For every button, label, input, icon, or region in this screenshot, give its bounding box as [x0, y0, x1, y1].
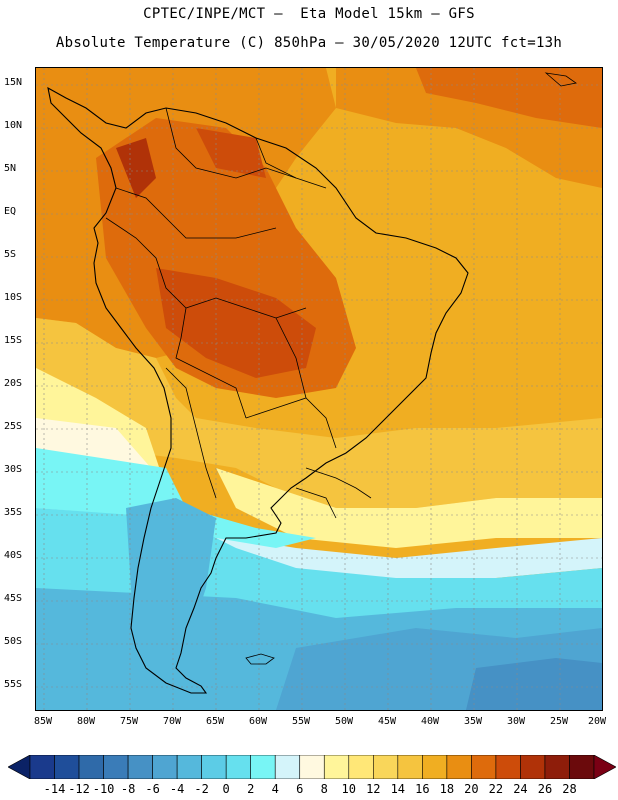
colorbar-tick-label: 2	[247, 782, 255, 796]
colorbar-tick-label: 22	[488, 782, 504, 796]
lat-label: 30S	[4, 464, 23, 475]
lon-label: 85W	[33, 716, 53, 727]
colorbar-tick-label: 24	[513, 782, 528, 796]
south-america-coastline	[47, 86, 469, 694]
falkland-islands	[245, 653, 275, 665]
lat-label: 10S	[4, 292, 23, 303]
colorbar-tick-label: 6	[296, 782, 304, 796]
lon-label: 45W	[377, 716, 397, 727]
lat-label: 40S	[4, 550, 23, 561]
colorbar-tick-label: 4	[271, 782, 279, 796]
colorbar-swatch	[323, 755, 350, 779]
lat-label: 50S	[4, 636, 23, 647]
colorbar-tick-label: 16	[415, 782, 430, 796]
colorbar-swatch	[446, 755, 472, 779]
country-borders	[105, 107, 372, 519]
colorbar-swatch	[274, 755, 301, 779]
colorbar-swatch	[152, 755, 178, 779]
lon-label: 35W	[463, 716, 483, 727]
graticule	[36, 68, 602, 710]
lon-label: 55W	[291, 716, 311, 727]
field-16-18	[36, 318, 602, 508]
colorbar-swatch	[299, 755, 325, 779]
colorbar-tick-label: 10	[341, 782, 356, 796]
lon-label: 75W	[119, 716, 139, 727]
colorbar-swatch	[348, 755, 374, 779]
lat-label: 5N	[4, 163, 17, 174]
colorbar-tick-label: 14	[390, 782, 406, 796]
field-6-8	[36, 488, 602, 588]
colorbar-tick-label: 20	[464, 782, 479, 796]
colorbar-tick-label: -12	[68, 782, 90, 796]
lat-label: 35S	[4, 507, 23, 518]
lat-label: 15N	[4, 77, 23, 88]
colorbar-swatch	[422, 755, 448, 779]
lon-label: 30W	[506, 716, 526, 727]
lon-label: 80W	[76, 716, 96, 727]
colorbar-swatch	[495, 755, 521, 779]
colorbar-swatch	[397, 755, 423, 779]
field-22-24-ne	[416, 68, 602, 128]
colorbar-swatch	[201, 755, 227, 779]
lat-label: 10N	[4, 120, 23, 131]
colorbar-tick-label: 28	[562, 782, 577, 796]
colorbar-low-arrow	[8, 755, 31, 779]
lon-label: 40W	[420, 716, 440, 727]
colorbar-tick-label: -4	[169, 782, 185, 796]
colorbar-swatch	[225, 755, 251, 779]
field-minus4-minus2	[466, 658, 602, 710]
colorbar-swatch	[78, 755, 104, 779]
lat-label: 25S	[4, 421, 23, 432]
lat-label: 45S	[4, 593, 23, 604]
colorbar-swatch	[250, 755, 276, 779]
field-10-12-atlantic	[216, 468, 602, 548]
field-patagonia	[126, 498, 216, 688]
field-24-26-continent	[156, 268, 316, 378]
colorbar-tick-label: -2	[194, 782, 209, 796]
field-26-28-andes	[116, 138, 156, 198]
lon-label: 20W	[587, 716, 607, 727]
colorbar-swatch	[520, 755, 546, 779]
colorbar-tick-label: 8	[320, 782, 328, 796]
temperature-map[interactable]	[35, 67, 603, 711]
field-24-26-north	[196, 128, 266, 178]
temperature-colorbar	[8, 755, 616, 779]
lat-label: 5S	[4, 249, 17, 260]
lon-label: 25W	[549, 716, 569, 727]
colorbar-swatch	[103, 755, 129, 779]
colorbar-tick-label: 18	[439, 782, 455, 796]
colorbar-tick-label: -10	[92, 782, 115, 796]
colorbar-tick-label: -8	[120, 782, 136, 796]
colorbar-swatch	[569, 755, 595, 779]
colorbar-tick-label: -6	[145, 782, 160, 796]
map-title-line-1: CPTEC/INPE/MCT – Eta Model 15km – GFS	[143, 6, 475, 22]
map-title-line-2: Absolute Temperature (C) 850hPa – 30/05/…	[55, 35, 563, 51]
caribbean-islands	[544, 72, 577, 87]
lat-label: 20S	[4, 378, 23, 389]
lon-label: 50W	[334, 716, 354, 727]
colorbar-tick-label: 26	[537, 782, 553, 796]
lat-label: 55S	[4, 679, 23, 690]
map-canvas	[36, 68, 602, 710]
lat-label: 15S	[4, 335, 23, 346]
colorbar-swatch	[373, 755, 399, 779]
colorbar-swatch	[127, 755, 153, 779]
colorbar-swatch	[544, 755, 570, 779]
colorbar-tick-label: -14	[43, 782, 66, 796]
colorbar-swatch	[54, 755, 80, 779]
lon-label: 60W	[248, 716, 268, 727]
lon-label: 70W	[162, 716, 182, 727]
lon-label: 65W	[205, 716, 225, 727]
lat-label: EQ	[4, 206, 17, 217]
colorbar-tick-label: 12	[366, 782, 381, 796]
colorbar-swatch	[29, 755, 55, 779]
colorbar-swatch	[471, 755, 497, 779]
colorbar-high-arrow	[593, 755, 616, 779]
colorbar-swatch	[176, 755, 202, 779]
colorbar-tick-label: 0	[222, 782, 230, 796]
